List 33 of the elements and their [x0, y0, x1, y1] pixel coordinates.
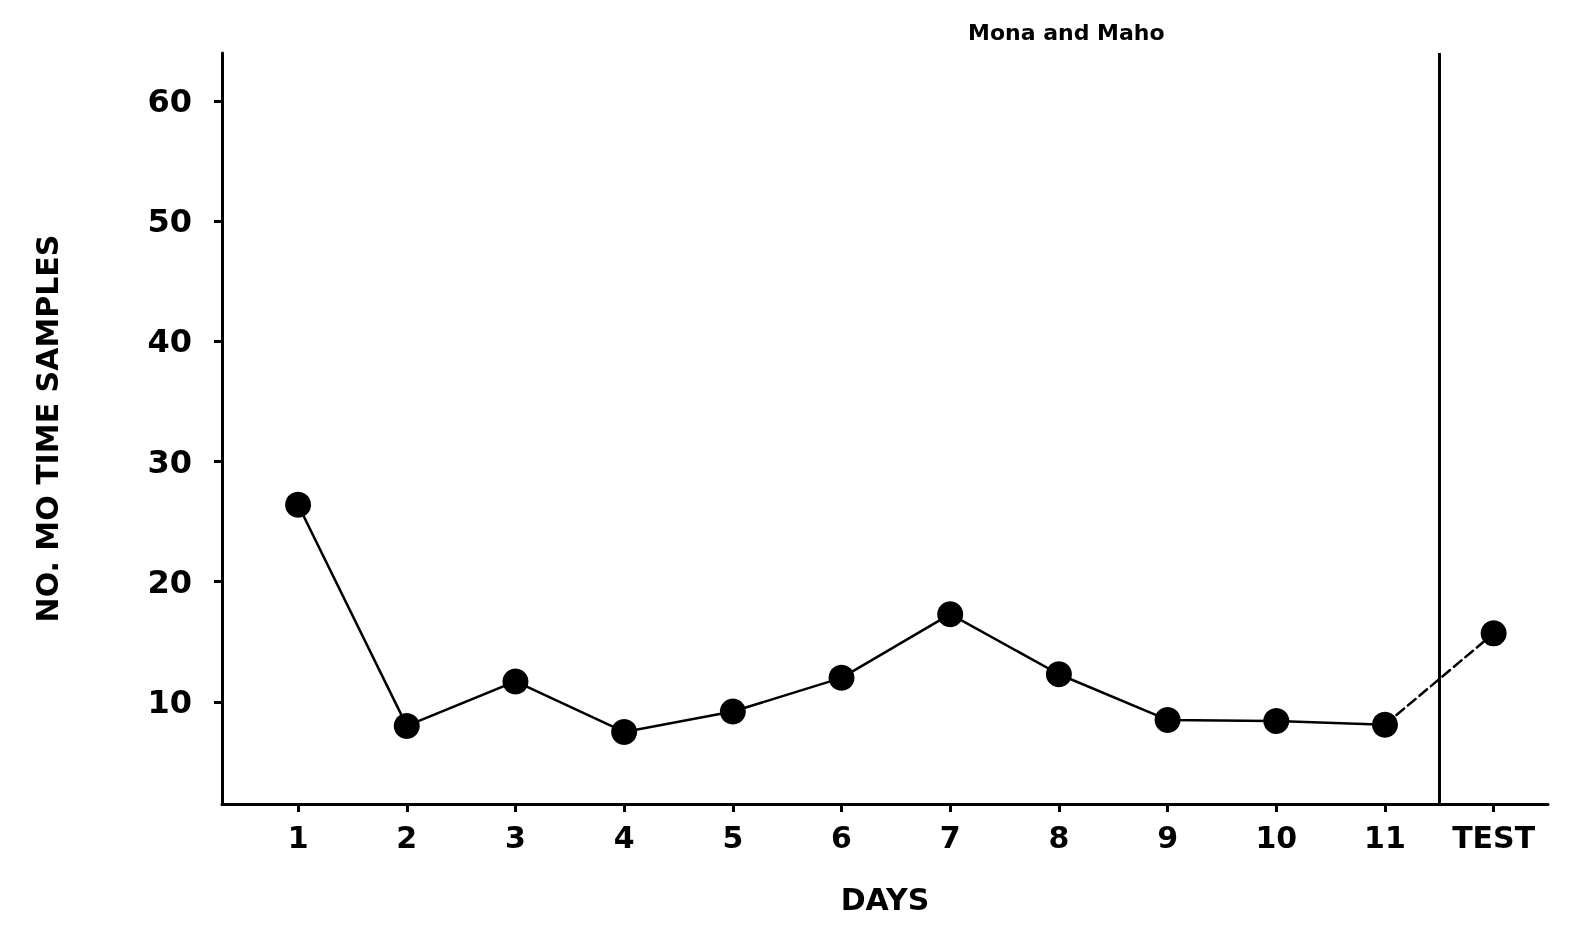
point — [285, 491, 312, 518]
point — [1045, 661, 1072, 688]
point — [828, 664, 855, 691]
x-tick-label: 4 — [613, 819, 635, 855]
y-tick-label: 30 — [147, 442, 192, 481]
y-axis-title: NO. MO TIME SAMPLES — [29, 234, 65, 623]
point — [502, 668, 529, 695]
x-tick-label: 3 — [505, 819, 526, 855]
x-tick-label: 11 — [1364, 819, 1406, 855]
chart-title: Mona and Maho — [968, 19, 1165, 45]
x-tick-label: 9 — [1157, 819, 1179, 855]
x-tick-label: 7 — [939, 819, 961, 855]
y-tick-label: 40 — [147, 322, 192, 361]
x-tick-label: 2 — [396, 819, 418, 855]
x-tick-label: 1 — [287, 819, 309, 855]
x-tick-label: 6 — [831, 819, 852, 855]
point — [1371, 711, 1398, 738]
y-tick-label: 50 — [147, 202, 192, 241]
x-tick-label: TEST — [1452, 819, 1536, 855]
point — [937, 601, 964, 628]
x-tick-label: 10 — [1255, 819, 1298, 855]
point — [393, 712, 420, 739]
x-tick-label: 5 — [722, 819, 744, 855]
y-tick-label: 60 — [147, 82, 192, 121]
x-axis-title: DAYS — [840, 881, 930, 917]
x-tick-label: 8 — [1048, 819, 1070, 855]
point — [611, 718, 638, 745]
point — [1263, 708, 1290, 735]
y-tick-label: 20 — [147, 562, 192, 601]
y-tick-label: 10 — [147, 682, 192, 721]
point — [1480, 620, 1507, 647]
point — [1154, 706, 1181, 733]
point — [719, 698, 746, 725]
